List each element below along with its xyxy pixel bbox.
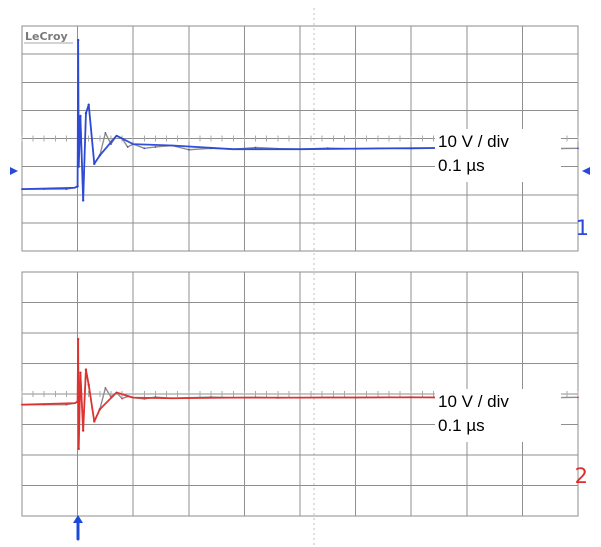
left-offset-marker: [10, 167, 18, 175]
trace-point: [126, 146, 129, 148]
right-offset-marker: [582, 167, 590, 175]
trace-point: [76, 400, 79, 403]
channel-label-2: 2: [575, 464, 588, 488]
trace-point: [74, 402, 76, 404]
trace-point: [132, 143, 134, 145]
trace-point: [143, 398, 146, 400]
trace-point: [276, 397, 279, 399]
trace-point: [354, 148, 357, 150]
trace-point: [121, 397, 123, 400]
trace-point: [93, 420, 96, 423]
brand-label: LeCroy: [25, 30, 68, 43]
trace-point: [410, 396, 413, 398]
trace-point: [110, 143, 112, 145]
trace-point: [299, 396, 301, 399]
trace-point: [132, 396, 134, 399]
annotation-line-2-2: 0.1 µs: [438, 416, 485, 435]
trace-point: [84, 368, 88, 371]
trace-point: [232, 396, 235, 399]
trace-point: [84, 111, 88, 115]
trace-point: [104, 132, 107, 134]
trace-point: [76, 38, 80, 42]
grid-layer: [21, 8, 579, 547]
trace-point: [210, 396, 212, 398]
trace-point: [121, 137, 123, 140]
trace-point: [410, 147, 413, 150]
label-layer: LeCroy 10 V / div 0.1 µs 1 10 V / div 0.1 µs 2: [24, 30, 589, 488]
trace-point: [276, 147, 279, 150]
trace-point: [154, 146, 157, 148]
trace-point: [171, 397, 173, 400]
trace-point: [327, 147, 329, 149]
trace-point: [188, 396, 190, 399]
trace-point: [126, 395, 129, 398]
trace-point: [577, 396, 579, 399]
trace-point: [115, 134, 118, 137]
trace-point: [98, 154, 102, 157]
marker-layer: [10, 167, 590, 541]
trace-point: [154, 396, 157, 398]
trace-point: [93, 162, 96, 166]
trigger-arrow-icon: [73, 515, 83, 523]
trace-point: [299, 148, 301, 150]
trace-point: [382, 147, 385, 150]
trace-point: [354, 396, 357, 399]
trace-point: [79, 114, 82, 118]
annotation-line-1-2: 10 V / div: [438, 392, 509, 411]
trace-point: [76, 185, 79, 188]
trace-point: [210, 147, 212, 150]
trace-point: [77, 447, 80, 451]
trace-point: [77, 165, 80, 168]
trace-point: [21, 188, 23, 190]
trace-point: [87, 383, 90, 387]
trace-point: [21, 403, 23, 406]
trace-point: [577, 147, 579, 150]
trace-point: [79, 371, 82, 374]
trace-point: [74, 186, 76, 189]
trace-point: [143, 147, 146, 150]
trace-point: [81, 429, 85, 432]
annotation-box-2: [435, 389, 561, 442]
trace-point: [110, 396, 112, 398]
trace-point: [87, 103, 90, 106]
trace-point: [232, 148, 235, 150]
trace-point: [81, 199, 85, 202]
annotation-box-1: [435, 129, 561, 182]
trace-point: [115, 391, 118, 394]
trace-point: [104, 387, 107, 389]
trace-point: [188, 148, 190, 151]
trace-point: [327, 396, 329, 399]
trace-point: [65, 188, 68, 190]
trace-point: [254, 396, 257, 399]
trace-point: [171, 144, 173, 147]
trace-point: [254, 146, 257, 149]
trace-point: [98, 408, 102, 411]
trace-point: [43, 188, 46, 190]
trace-layer: [21, 38, 579, 451]
annotation-line-1-1: 10 V / div: [438, 132, 509, 151]
trace-point: [382, 396, 385, 399]
trace-point: [65, 403, 68, 406]
channel-label-1: 1: [576, 216, 589, 240]
trace-point: [76, 337, 80, 341]
trace-point: [43, 403, 46, 406]
annotation-line-2-1: 0.1 µs: [438, 156, 485, 175]
